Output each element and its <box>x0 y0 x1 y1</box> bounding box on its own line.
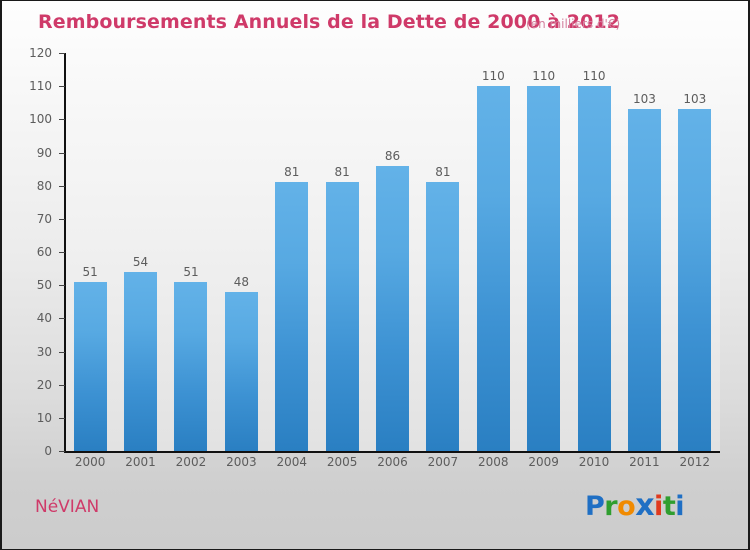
logo-letter: P <box>585 491 605 522</box>
bar[interactable] <box>73 281 107 451</box>
bar-value-label: 51 <box>183 264 199 279</box>
logo-letter: t <box>662 491 676 522</box>
y-axis-tick <box>59 351 65 353</box>
x-axis-tick-label: 2008 <box>477 455 509 469</box>
bar[interactable] <box>426 182 460 451</box>
y-axis-tick <box>59 285 65 287</box>
y-axis-tick <box>59 252 65 253</box>
bar[interactable] <box>325 182 359 451</box>
x-axis-tick-label: 2001 <box>125 455 156 469</box>
proxiti-logo[interactable]: Proxiti <box>585 491 684 521</box>
bar-value-label: 110 <box>582 69 606 84</box>
y-axis-tick-label: 80 <box>36 178 52 193</box>
bar[interactable] <box>124 271 158 451</box>
bar[interactable] <box>627 109 661 451</box>
page-title: Remboursements Annuels de la Dette de 20… <box>38 11 621 33</box>
place-name-label: NéVIAN <box>35 497 100 517</box>
y-axis-tick <box>59 417 65 419</box>
x-axis-tick-label: 2012 <box>679 455 711 469</box>
y-axis-tick <box>59 451 65 452</box>
chart-units-subtitle: (en milliers d'€) <box>526 17 621 31</box>
y-axis-tick <box>59 86 65 88</box>
bar-value-label: 81 <box>435 165 451 180</box>
y-axis-tick <box>59 152 65 154</box>
y-axis-tick-label: 40 <box>36 311 52 326</box>
y-axis-tick <box>59 119 65 121</box>
bar[interactable] <box>376 165 409 451</box>
y-axis-tick-label: 110 <box>29 79 52 94</box>
chart-header: Remboursements Annuels de la Dette de 20… <box>2 1 748 45</box>
bar-value-label: 110 <box>481 69 505 84</box>
bar-value-label: 54 <box>132 254 149 269</box>
y-axis-tick-label: 120 <box>29 46 52 60</box>
bar-value-label: 51 <box>82 264 98 279</box>
y-axis-tick-label: 90 <box>36 145 52 160</box>
logo-letter: i <box>675 491 684 522</box>
x-axis-tick-label: 2005 <box>326 455 358 469</box>
y-axis-tick <box>59 53 65 54</box>
x-axis-tick-label: 2006 <box>377 455 408 469</box>
bar-value-label: 103 <box>632 92 656 107</box>
x-axis-tick-label: 2002 <box>175 455 207 469</box>
bar-value-label: 110 <box>532 69 556 84</box>
x-axis-tick-label: 2007 <box>427 455 459 469</box>
bar-value-label: 48 <box>233 274 249 289</box>
bar[interactable] <box>527 86 561 451</box>
bar-value-label: 81 <box>284 165 300 180</box>
y-axis-tick <box>59 384 65 386</box>
y-axis-line <box>64 53 66 452</box>
y-axis-tick-label: 20 <box>36 377 52 392</box>
bar[interactable] <box>476 86 510 451</box>
bar[interactable] <box>678 109 712 451</box>
bar-value-label: 86 <box>384 148 401 163</box>
y-axis-tick-label: 70 <box>36 211 52 226</box>
x-axis-tick-label: 2000 <box>74 455 106 469</box>
bar-value-label: 103 <box>683 92 707 107</box>
bar-value-label: 81 <box>334 165 350 180</box>
bar[interactable] <box>174 281 208 451</box>
logo-letter: i <box>654 491 663 522</box>
x-axis-tick-label: 2011 <box>629 455 660 469</box>
bar[interactable] <box>577 86 611 451</box>
y-axis-tick-label: 50 <box>36 278 52 293</box>
y-axis-tick-label: 10 <box>36 410 52 425</box>
y-axis-tick <box>59 218 65 220</box>
logo-letter: r <box>604 491 618 522</box>
x-axis-tick-label: 2010 <box>578 455 610 469</box>
x-axis-tick-label: 2003 <box>226 455 257 469</box>
y-axis-tick-label: 100 <box>29 112 52 127</box>
bar[interactable] <box>275 182 309 451</box>
x-axis-tick-label: 2009 <box>528 455 559 469</box>
logo-letter: x <box>635 488 655 523</box>
bar[interactable] <box>224 291 258 451</box>
y-axis-tick-label: 60 <box>36 245 52 259</box>
y-axis-tick <box>59 318 65 320</box>
logo-letter: o <box>617 491 636 522</box>
x-axis-tick-label: 2004 <box>276 455 307 469</box>
x-axis-line <box>64 451 720 453</box>
y-axis-tick-label: 30 <box>36 344 52 359</box>
chart-footer: NéVIAN <box>2 479 748 549</box>
y-axis-tick <box>59 185 65 187</box>
y-axis-tick-label: 0 <box>44 444 52 458</box>
plot-area-wrapper <box>65 53 720 451</box>
